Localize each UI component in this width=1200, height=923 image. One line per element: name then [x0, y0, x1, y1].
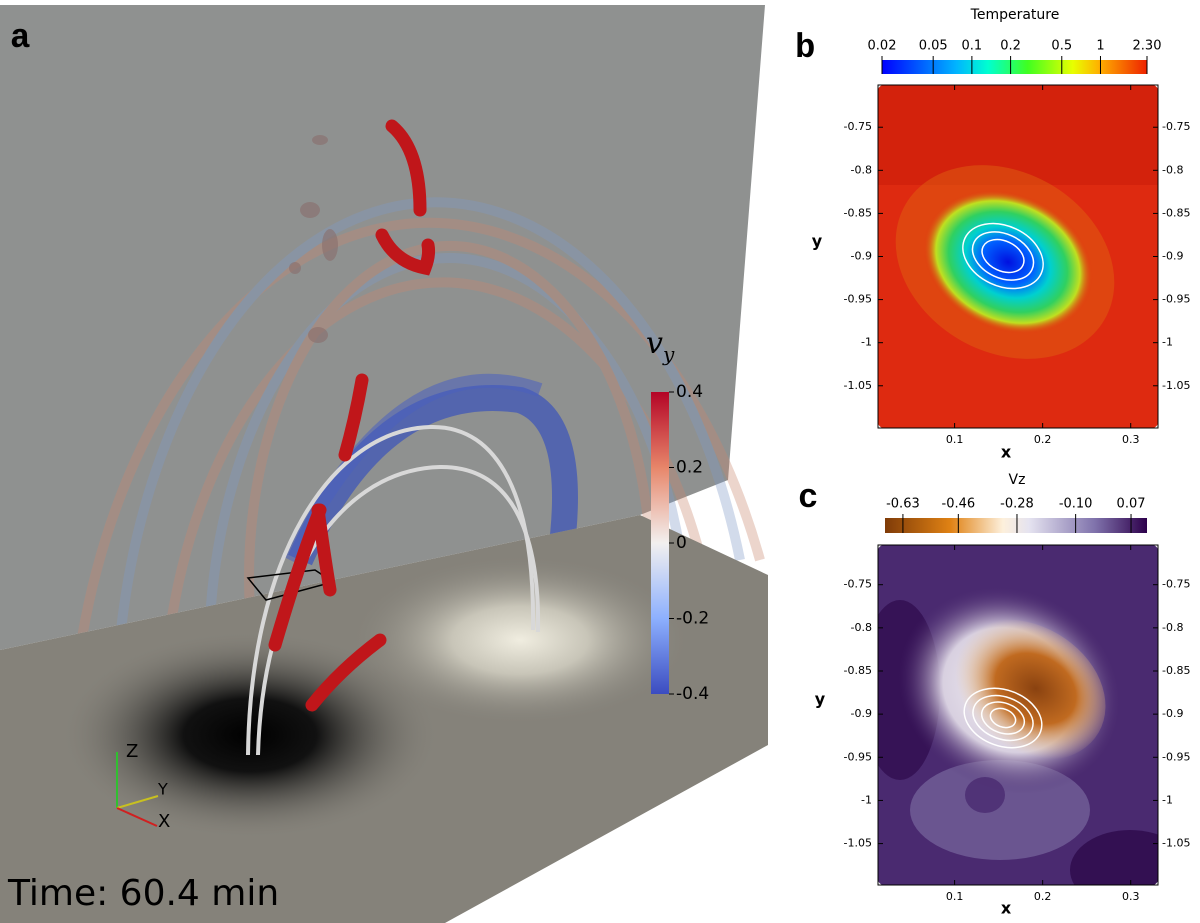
y-axis-label: y — [815, 690, 826, 709]
colorbar — [885, 518, 1147, 533]
colorbar-title-main: v — [646, 326, 663, 361]
panel-label: a — [10, 20, 30, 58]
x-tick-label: 0.2 — [1034, 890, 1052, 903]
colorbar-title-sub: y — [662, 342, 675, 366]
y-tick-label: -0.8 — [851, 163, 872, 176]
colorbar — [882, 60, 1147, 74]
colorbar-tick-label: 0.1 — [962, 39, 983, 54]
panel-label: c — [798, 480, 818, 518]
colorbar-tick-label: -0.4 — [676, 684, 709, 704]
y-tick-label: -0.9 — [1162, 250, 1183, 263]
vz-map — [878, 545, 1158, 885]
colorbar-tick-label: 0.5 — [1051, 39, 1072, 54]
colorbar-tick-label: 0.05 — [919, 39, 948, 54]
dark-spot — [0, 515, 768, 923]
y-tick-label: -1 — [1162, 793, 1173, 806]
y-tick-label: -1 — [861, 793, 872, 806]
y-tick-label: -0.9 — [1162, 707, 1183, 720]
y-tick-label: -0.95 — [844, 293, 872, 306]
y-tick-label: -0.85 — [844, 206, 872, 219]
y-tick-label: -0.75 — [1162, 578, 1190, 591]
time-label: Time: 60.4 min — [7, 873, 279, 914]
colorbar-tick-label: 0.02 — [868, 39, 897, 54]
x-tick-label: 0.2 — [1034, 433, 1052, 446]
y-axis-label: y — [812, 232, 823, 251]
y-tick-label: -0.95 — [844, 750, 872, 763]
colorbar-title: Vz — [1009, 472, 1026, 488]
colorbar-tick-label: 1 — [1096, 39, 1104, 54]
axis-label: Y — [157, 780, 168, 799]
axis-label: Z — [126, 741, 138, 762]
colorbar-tick-label: -0.10 — [1059, 497, 1093, 512]
axis-label: X — [158, 811, 170, 832]
y-tick-label: -0.9 — [851, 250, 872, 263]
y-tick-label: -1.05 — [844, 837, 872, 850]
colorbar-tick-label: 0.4 — [676, 382, 703, 402]
y-tick-label: -1.05 — [844, 379, 872, 392]
y-tick-label: -0.95 — [1162, 293, 1190, 306]
colorbar-title: vy — [646, 326, 675, 366]
x-tick-label: 0.1 — [946, 890, 964, 903]
colorbar-tick-label: 0 — [676, 533, 687, 553]
x-tick-label: 0.3 — [1122, 433, 1140, 446]
y-tick-label: -0.85 — [1162, 664, 1190, 677]
y-tick-label: -0.8 — [851, 621, 872, 634]
y-tick-label: -0.85 — [1162, 206, 1190, 219]
colorbar-tick-label: -0.28 — [1000, 497, 1034, 512]
colorbar — [651, 392, 669, 694]
panel-label: b — [795, 30, 815, 68]
y-tick-label: -0.95 — [1162, 750, 1190, 763]
colorbar-tick-label: 0.2 — [676, 458, 703, 478]
y-tick-label: -0.8 — [1162, 163, 1183, 176]
temperature-map — [878, 85, 1158, 428]
axes-triad: Z Y X — [116, 741, 170, 832]
colorbar-tick-label: 0.2 — [1000, 39, 1021, 54]
y-tick-label: -1 — [861, 336, 872, 349]
y-tick-label: -0.8 — [1162, 621, 1183, 634]
x-axis-label: x — [1001, 899, 1012, 918]
y-tick-label: -0.75 — [1162, 120, 1190, 133]
x-tick-label: 0.3 — [1122, 890, 1140, 903]
colorbar-title: Temperature — [970, 7, 1060, 23]
panel-c: c Vz x y — [798, 472, 1159, 918]
y-tick-label: -1 — [1162, 336, 1173, 349]
colorbar-tick-label: -0.63 — [886, 497, 920, 512]
colorbar-tick-label: -0.46 — [942, 497, 976, 512]
x-tick-label: 0.1 — [946, 433, 964, 446]
panel-b: b Temperature x y — [795, 7, 1159, 462]
red-tubes — [268, 119, 436, 712]
y-tick-label: -0.75 — [844, 578, 872, 591]
scene-3d: Z Y X a Time: 60.4 min vy — [0, 5, 768, 923]
colorbar-tick-label: 2.30 — [1133, 39, 1162, 54]
faint-tubes — [289, 135, 338, 343]
y-tick-label: -1.05 — [1162, 837, 1190, 850]
y-tick-label: -0.9 — [851, 707, 872, 720]
colorbar-tick-label: 0.07 — [1117, 497, 1146, 512]
y-tick-label: -1.05 — [1162, 379, 1190, 392]
y-tick-label: -0.75 — [844, 120, 872, 133]
colorbar-tick-label: -0.2 — [676, 609, 709, 629]
plot-frame — [877, 544, 1159, 886]
x-axis-label: x — [1001, 443, 1012, 462]
y-tick-label: -0.85 — [844, 664, 872, 677]
